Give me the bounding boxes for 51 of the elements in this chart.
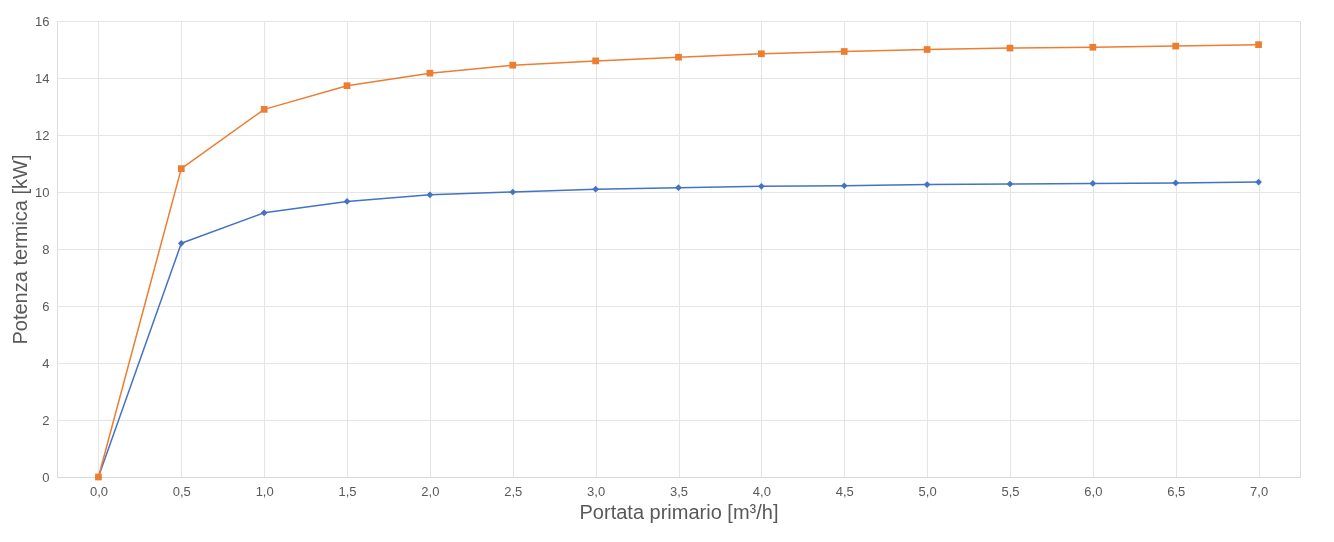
x-axis-title: Portata primario [m³/h] [579,500,779,523]
x-tick-label: 3,5 [669,483,689,499]
x-tick-label: 4,0 [752,483,771,499]
x-tick-label: 7,0 [1250,483,1269,499]
point [840,48,848,55]
y-axis-title: Potenza termica [kW] [9,154,32,345]
x-tick-label: 6,0 [1084,483,1103,499]
x-tick-label: 1,0 [255,483,274,499]
point [426,69,434,77]
y-tick-label: 12 [35,127,50,143]
point [509,188,517,196]
point [177,239,185,247]
point [1006,180,1014,188]
x-tick-label: 5,5 [1001,483,1020,499]
x-tick-label: 3,0 [587,483,606,499]
y-tick-label: 8 [42,241,50,257]
point [1172,179,1180,187]
x-tick-label: 0,0 [89,483,108,499]
x-tick-label: 4,5 [835,483,854,499]
point [1172,42,1180,50]
point [923,181,931,188]
x-tick-label: 2,5 [504,483,523,499]
point [509,61,517,69]
point [592,57,599,65]
point [758,182,765,190]
point [840,182,848,190]
y-tick-label: 0 [42,469,50,485]
point [343,82,351,90]
y-tick-label: 10 [35,184,50,200]
point [675,184,682,192]
point [675,53,682,61]
point [260,209,268,217]
point [177,165,185,172]
x-tick-label: 6,5 [1167,483,1186,499]
y-tick-label: 2 [42,412,50,428]
y-tick-label: 6 [42,298,50,314]
point [592,185,599,193]
point [426,191,434,199]
point [260,106,268,113]
x-tick-label: 1,5 [338,483,357,499]
point [1089,43,1097,51]
x-tick-label: 5,0 [918,483,937,499]
point [1089,180,1097,187]
point [758,50,765,58]
point [923,46,931,53]
y-tick-label: 4 [42,355,50,371]
y-tick-label: 14 [35,70,50,86]
point [1255,41,1262,49]
x-tick-label: 0,5 [172,483,191,499]
x-tick-label: 2,0 [421,483,440,499]
y-tick-label: 16 [35,13,50,29]
